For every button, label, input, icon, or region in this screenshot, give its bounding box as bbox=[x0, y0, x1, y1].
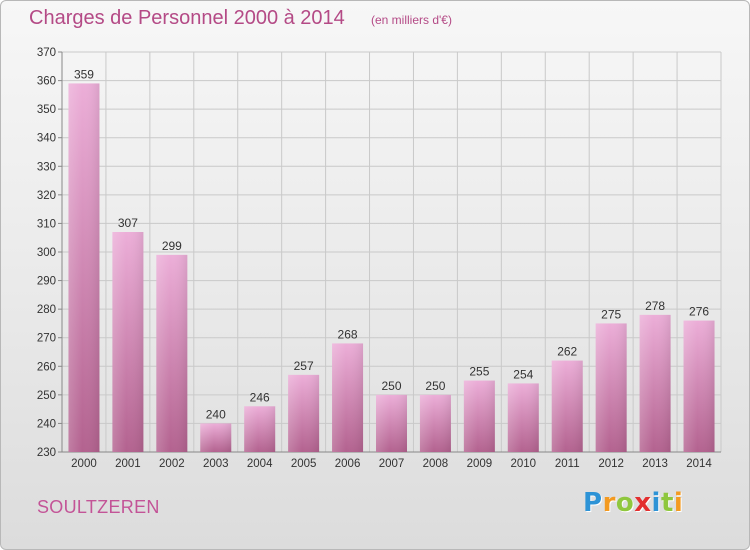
x-tick-label: 2007 bbox=[379, 458, 405, 470]
bar-shade bbox=[507, 383, 539, 452]
data-label: 246 bbox=[250, 390, 270, 404]
x-tick-label: 2006 bbox=[335, 458, 361, 470]
proxiti-logo[interactable]: Proxiti bbox=[583, 488, 683, 518]
bar-shade bbox=[595, 323, 627, 452]
bar-shade bbox=[156, 254, 188, 452]
data-label: 254 bbox=[513, 367, 533, 381]
chart-title: Charges de Personnel 2000 à 2014 bbox=[29, 7, 345, 29]
x-tick-label: 2005 bbox=[291, 458, 317, 470]
x-tick-label: 2012 bbox=[598, 458, 624, 470]
y-tick-label: 340 bbox=[37, 133, 56, 145]
data-label: 276 bbox=[689, 305, 709, 319]
y-tick-label: 230 bbox=[37, 447, 56, 459]
y-tick-label: 330 bbox=[37, 161, 56, 173]
y-tick-labels: 230 240 250 260 270 280 290 300 310 320 330 340 350 3… bbox=[37, 47, 56, 459]
bar-shade bbox=[419, 394, 451, 452]
x-tick-label: 2013 bbox=[642, 458, 668, 470]
data-label: 268 bbox=[338, 327, 358, 341]
x-tick-label: 2004 bbox=[247, 458, 273, 470]
bar-shade bbox=[463, 380, 495, 452]
town-name: SOULTZEREN bbox=[37, 497, 160, 517]
y-tick-label: 310 bbox=[37, 218, 56, 230]
y-tick-label: 370 bbox=[37, 47, 56, 59]
bar-shade bbox=[200, 423, 232, 452]
x-tick-label: 2009 bbox=[467, 458, 493, 470]
data-label: 262 bbox=[557, 345, 577, 359]
data-label: 250 bbox=[425, 379, 445, 393]
bar-shade bbox=[244, 406, 276, 452]
data-label: 359 bbox=[74, 67, 94, 81]
bar-shade bbox=[68, 83, 100, 452]
bar-shade bbox=[683, 320, 715, 452]
logo-letter: t bbox=[660, 488, 674, 518]
y-tick-label: 270 bbox=[37, 333, 56, 345]
data-label: 240 bbox=[206, 407, 226, 421]
y-tick-label: 280 bbox=[37, 304, 56, 316]
bar-shade bbox=[112, 232, 144, 452]
data-label: 307 bbox=[118, 216, 138, 230]
data-labels: 359 307 299 240 246 257 268 250 250 255 254 262 275 2… bbox=[74, 67, 709, 421]
logo-letter: i bbox=[651, 488, 661, 518]
chart-subtitle: (en milliers d'€) bbox=[371, 13, 452, 27]
bar-shade bbox=[376, 394, 407, 452]
bar-shade bbox=[288, 374, 320, 452]
data-label: 275 bbox=[601, 307, 621, 321]
logo-letter: r bbox=[602, 488, 616, 518]
data-label: 255 bbox=[469, 365, 489, 379]
x-tick-label: 2001 bbox=[115, 458, 141, 470]
data-label: 278 bbox=[645, 299, 665, 313]
logo-letter: P bbox=[583, 488, 603, 518]
data-label: 257 bbox=[294, 359, 314, 373]
y-tick-label: 240 bbox=[37, 418, 56, 430]
bar-shade bbox=[551, 360, 583, 452]
x-tick-label: 2002 bbox=[159, 458, 185, 470]
data-label: 299 bbox=[162, 239, 182, 253]
x-tick-label: 2008 bbox=[423, 458, 449, 470]
x-tick-label: 2010 bbox=[511, 458, 537, 470]
bar-shade bbox=[332, 343, 364, 452]
y-tick-label: 350 bbox=[37, 104, 56, 116]
bar-shade bbox=[639, 314, 671, 452]
logo-letter: i bbox=[673, 488, 684, 518]
logo-letter: o bbox=[615, 488, 635, 518]
y-tick-label: 360 bbox=[37, 76, 56, 88]
bars bbox=[68, 83, 715, 452]
y-tick-label: 290 bbox=[37, 276, 56, 288]
y-tick-label: 260 bbox=[37, 361, 56, 373]
x-tick-label: 2011 bbox=[555, 458, 580, 470]
y-tick-label: 250 bbox=[37, 390, 56, 402]
x-tick-label: 2003 bbox=[203, 458, 229, 470]
x-tick-label: 2014 bbox=[686, 458, 712, 470]
data-label: 250 bbox=[381, 379, 401, 393]
y-tick-label: 300 bbox=[37, 247, 56, 259]
y-tick-label: 320 bbox=[37, 190, 56, 202]
x-tick-label: 2000 bbox=[71, 458, 97, 470]
x-tick-labels: 2000 2001 2002 2003 2004 2005 2006 2007 2008 2009… bbox=[71, 458, 712, 470]
logo-letter: x bbox=[634, 488, 652, 518]
